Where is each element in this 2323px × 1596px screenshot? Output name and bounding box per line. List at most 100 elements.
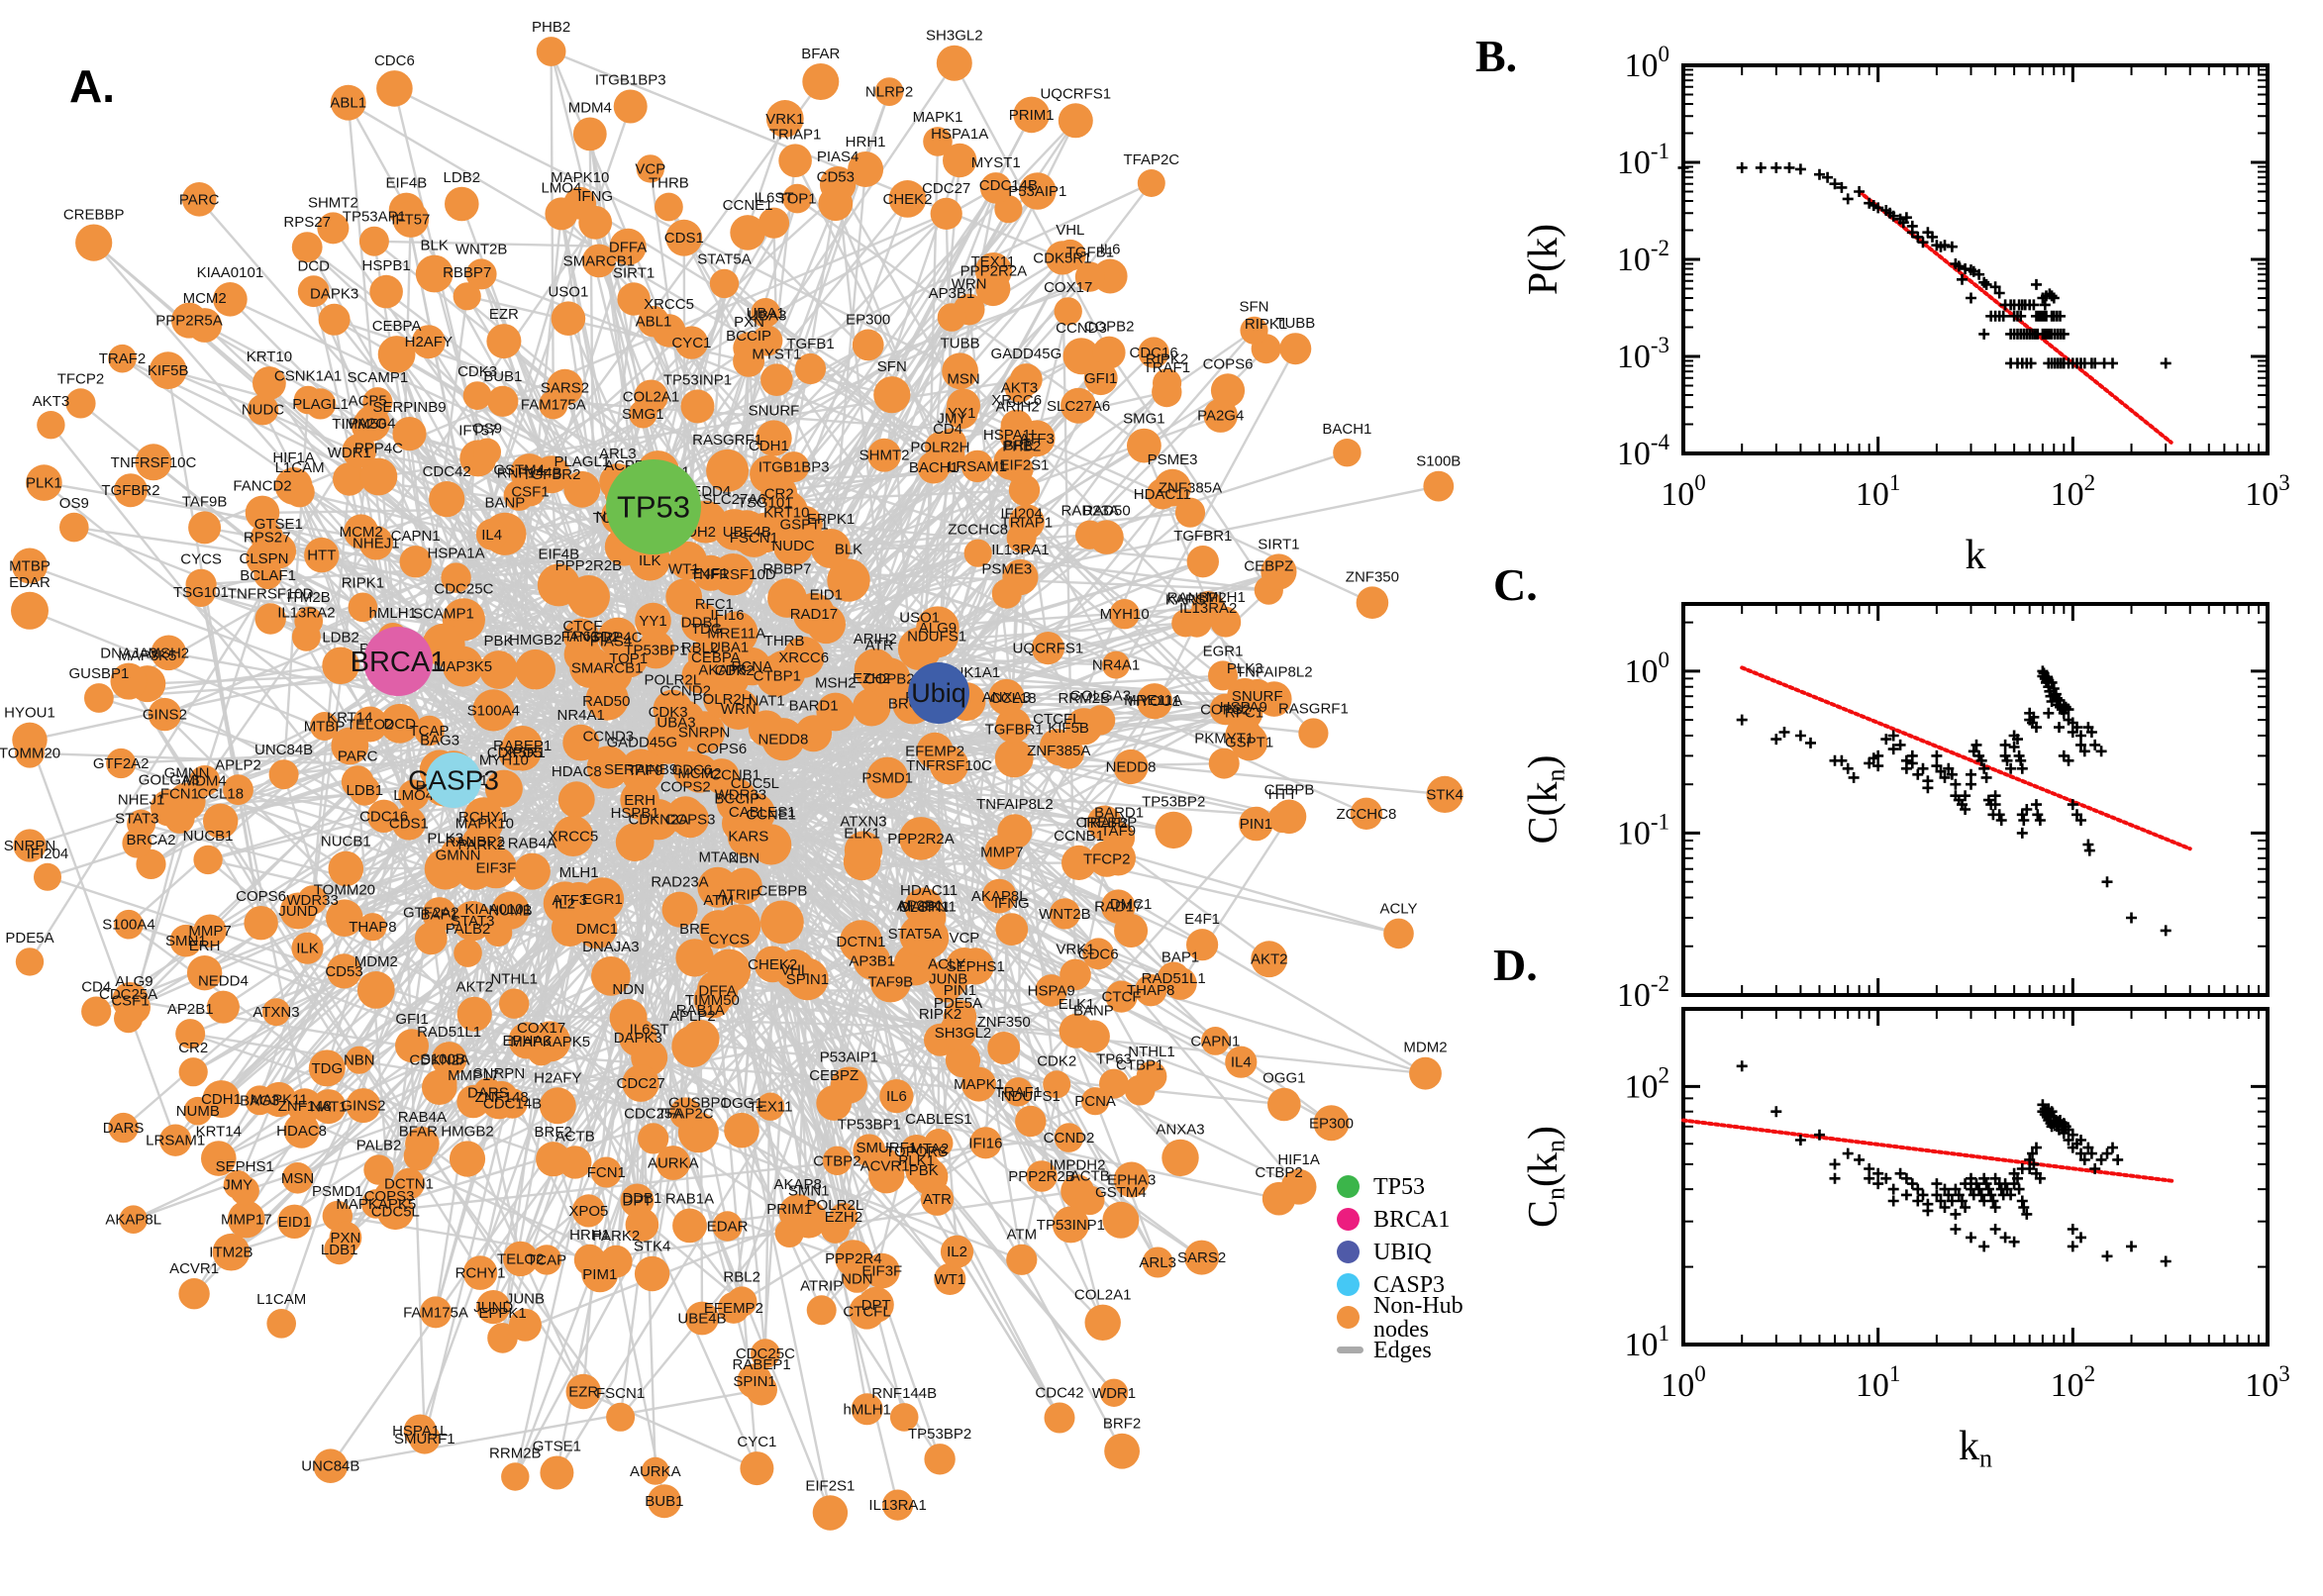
- svg-text:BUB1: BUB1: [483, 368, 522, 385]
- svg-text:COPS6: COPS6: [1203, 355, 1254, 372]
- svg-text:EIF4B: EIF4B: [538, 546, 579, 562]
- svg-text:DPT: DPT: [861, 1297, 891, 1314]
- svg-text:RAD23A: RAD23A: [1061, 503, 1119, 520]
- svg-text:JUNB: JUNB: [506, 1291, 545, 1308]
- svg-text:ATR: ATR: [923, 1191, 952, 1208]
- svg-text:EIF2S1: EIF2S1: [805, 1477, 855, 1494]
- network-hub-nodes: TP53 BRCA1 Ubiq CASP3: [351, 459, 969, 808]
- svg-text:PIAS4: PIAS4: [590, 633, 633, 649]
- svg-text:IL13RA1: IL13RA1: [868, 1497, 926, 1514]
- svg-text:IFT57: IFT57: [391, 212, 430, 229]
- svg-text:CLSPN: CLSPN: [899, 899, 949, 916]
- svg-text:LDB1: LDB1: [347, 782, 384, 799]
- edge-line-icon: [1337, 1347, 1364, 1353]
- svg-text:GTF2A2: GTF2A2: [93, 755, 150, 772]
- svg-text:CTCF: CTCF: [562, 618, 602, 635]
- svg-text:NEDD8: NEDD8: [1106, 759, 1157, 776]
- svg-text:PLK3: PLK3: [427, 831, 463, 848]
- svg-text:USO1: USO1: [548, 283, 588, 300]
- svg-text:OGG1: OGG1: [1262, 1070, 1305, 1087]
- hub-label-brca1: BRCA1: [351, 647, 447, 678]
- svg-text:TEX11: TEX11: [971, 253, 1016, 270]
- svg-text:TFCP2: TFCP2: [57, 370, 105, 387]
- svg-text:RAD17: RAD17: [1094, 899, 1142, 916]
- svg-text:ILK: ILK: [639, 552, 661, 569]
- svg-text:GSTM4: GSTM4: [493, 462, 545, 479]
- svg-text:SMARCB1: SMARCB1: [563, 252, 636, 269]
- svg-text:AURKA: AURKA: [630, 1463, 681, 1480]
- svg-text:DAPK3: DAPK3: [614, 1030, 662, 1047]
- svg-text:TP53BP1: TP53BP1: [838, 1116, 901, 1133]
- svg-text:RRM2B: RRM2B: [1058, 690, 1110, 707]
- svg-text:RPS27: RPS27: [283, 214, 331, 231]
- panel_d-fit-line: [1681, 1118, 2176, 1183]
- svg-text:PPP2R5A: PPP2R5A: [155, 313, 223, 330]
- svg-text:S100B: S100B: [1416, 453, 1461, 470]
- svg-text:DDB1: DDB1: [622, 1190, 661, 1207]
- svg-text:IL2: IL2: [555, 895, 575, 912]
- svg-text:BANP: BANP: [484, 495, 525, 512]
- svg-text:TP63: TP63: [563, 629, 599, 646]
- svg-text:DCD: DCD: [297, 257, 330, 274]
- svg-text:AKAP8: AKAP8: [774, 1176, 822, 1193]
- svg-text:HSPA1L: HSPA1L: [983, 427, 1039, 444]
- svg-text:ACTB: ACTB: [1070, 1168, 1110, 1185]
- legend-item-ubiq: UBIQ: [1337, 1236, 1485, 1268]
- svg-text:NAT1: NAT1: [310, 1099, 347, 1116]
- svg-text:AKT2: AKT2: [1251, 951, 1288, 968]
- svg-text:PRIM1: PRIM1: [766, 1201, 812, 1218]
- svg-text:AP2B1: AP2B1: [167, 1001, 214, 1018]
- svg-text:NHEJ1: NHEJ1: [353, 535, 400, 551]
- svg-text:STAT3: STAT3: [451, 913, 494, 930]
- hub-node-brca1: BRCA1: [351, 627, 447, 696]
- svg-text:TIMM50: TIMM50: [332, 416, 386, 433]
- svg-text:CDH1: CDH1: [749, 438, 789, 454]
- svg-text:PSMD1: PSMD1: [861, 770, 913, 787]
- svg-text:FSCN1: FSCN1: [730, 530, 778, 547]
- svg-text:PBK: PBK: [909, 1162, 939, 1179]
- svg-text:RCHY1: RCHY1: [458, 809, 509, 826]
- svg-text:BAP1: BAP1: [1162, 949, 1199, 966]
- svg-text:PCNA: PCNA: [1074, 1093, 1116, 1110]
- svg-text:MAP3K5: MAP3K5: [118, 648, 176, 664]
- svg-text:DFFA: DFFA: [609, 239, 647, 255]
- svg-text:CDC6: CDC6: [1078, 946, 1119, 962]
- svg-text:CDC42: CDC42: [1035, 1385, 1083, 1402]
- svg-text:MMP17: MMP17: [448, 1067, 499, 1084]
- svg-text:COPB2: COPB2: [1084, 319, 1135, 336]
- svg-text:MAPKAPK5: MAPKAPK5: [510, 1034, 590, 1050]
- svg-text:ITGB1BP3: ITGB1BP3: [758, 459, 830, 476]
- svg-text:RAD23A: RAD23A: [651, 874, 708, 891]
- svg-text:MMP17: MMP17: [221, 1212, 272, 1229]
- svg-text:MAPKAPK5: MAPKAPK5: [336, 1196, 416, 1213]
- svg-text:JUNB: JUNB: [929, 971, 967, 988]
- svg-text:ARL3: ARL3: [1139, 1254, 1176, 1271]
- svg-text:MCM2: MCM2: [677, 765, 721, 782]
- panel_b-data-points: [1677, 161, 2172, 369]
- svg-text:CTBP2: CTBP2: [1255, 1164, 1302, 1181]
- svg-text:TP53BP1: TP53BP1: [624, 642, 687, 658]
- svg-text:EPPK1: EPPK1: [807, 511, 855, 528]
- svg-text:RNF144B: RNF144B: [497, 464, 562, 481]
- svg-text:RRM2B: RRM2B: [489, 1445, 542, 1461]
- svg-text:CTBP1: CTBP1: [1116, 1057, 1163, 1074]
- svg-text:ANXA3: ANXA3: [982, 689, 1031, 706]
- panel_c-axis-titles: C(kn): [1521, 754, 1570, 844]
- svg-text:SMG1: SMG1: [1123, 411, 1165, 428]
- svg-text:USO1: USO1: [899, 610, 940, 627]
- svg-text:FAM175A: FAM175A: [403, 1304, 468, 1321]
- svg-text:ZCCHC8: ZCCHC8: [948, 522, 1008, 539]
- svg-text:TNFRSF10C: TNFRSF10C: [906, 757, 992, 774]
- svg-text:DMC1: DMC1: [1110, 896, 1153, 913]
- svg-text:TRAF1: TRAF1: [1144, 359, 1191, 376]
- svg-text:PA2G4: PA2G4: [349, 416, 395, 433]
- svg-text:TFAP2C: TFAP2C: [1123, 151, 1179, 168]
- panel_d-axes: [1681, 1007, 2270, 1347]
- svg-text:TSG101: TSG101: [173, 584, 229, 601]
- svg-text:ARIH2: ARIH2: [854, 631, 897, 648]
- svg-text:GINS2: GINS2: [143, 707, 187, 724]
- svg-text:CCND2: CCND2: [659, 682, 711, 699]
- svg-text:AKAP8: AKAP8: [698, 662, 746, 679]
- svg-text:DAPK3: DAPK3: [310, 286, 358, 303]
- panel_c-tick-labels: 100 10-1 10-2: [1617, 648, 1669, 1014]
